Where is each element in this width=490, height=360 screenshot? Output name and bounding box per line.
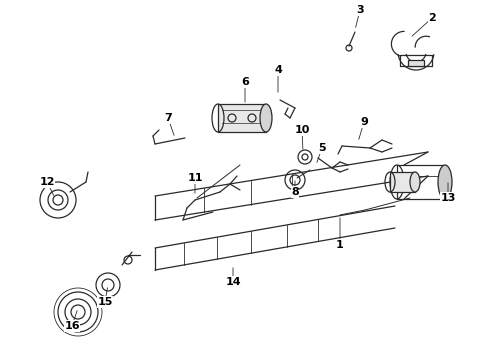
Bar xyxy=(218,104,266,132)
Text: 3: 3 xyxy=(356,5,364,15)
Ellipse shape xyxy=(410,172,420,192)
Bar xyxy=(397,165,445,199)
Text: 16: 16 xyxy=(64,321,80,331)
Ellipse shape xyxy=(438,165,452,199)
Text: 7: 7 xyxy=(164,113,172,123)
Text: 4: 4 xyxy=(274,65,282,75)
Bar xyxy=(390,172,415,192)
Text: 9: 9 xyxy=(360,117,368,127)
Text: 15: 15 xyxy=(98,297,113,307)
Bar xyxy=(408,60,424,66)
Text: 1: 1 xyxy=(336,240,344,250)
Text: 13: 13 xyxy=(441,193,456,203)
Text: 12: 12 xyxy=(39,177,55,187)
Text: 2: 2 xyxy=(428,13,436,23)
Text: 14: 14 xyxy=(225,277,241,287)
Text: 6: 6 xyxy=(241,77,249,87)
Text: 8: 8 xyxy=(291,187,299,197)
Text: 10: 10 xyxy=(294,125,310,135)
Text: 11: 11 xyxy=(187,173,203,183)
Ellipse shape xyxy=(260,104,272,132)
Text: 5: 5 xyxy=(318,143,326,153)
